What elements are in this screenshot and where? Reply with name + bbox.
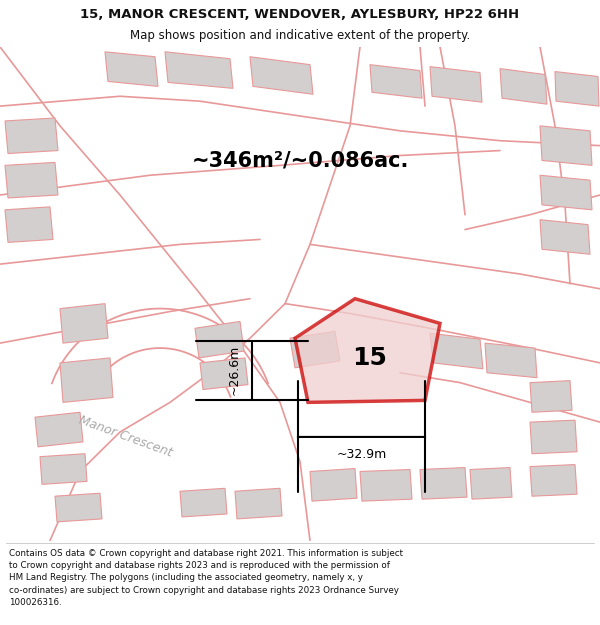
Polygon shape [530,420,577,454]
Polygon shape [200,358,248,389]
Polygon shape [250,57,313,94]
Text: ~26.6m: ~26.6m [227,345,241,396]
Polygon shape [60,304,108,343]
Polygon shape [360,469,412,501]
Polygon shape [370,64,422,98]
Polygon shape [165,52,233,88]
Polygon shape [430,333,483,369]
Polygon shape [470,468,512,499]
Polygon shape [295,299,440,402]
Text: 15, MANOR CRESCENT, WENDOVER, AYLESBURY, HP22 6HH: 15, MANOR CRESCENT, WENDOVER, AYLESBURY,… [80,8,520,21]
Text: 15: 15 [352,346,387,369]
Polygon shape [530,464,577,496]
Polygon shape [235,488,282,519]
Polygon shape [40,454,87,484]
Text: Manor Crescent: Manor Crescent [76,414,173,460]
Polygon shape [485,343,537,377]
Polygon shape [5,207,53,242]
Polygon shape [540,126,592,166]
Text: ~32.9m: ~32.9m [337,448,386,461]
Polygon shape [180,488,227,517]
Polygon shape [430,67,482,102]
Polygon shape [555,71,599,106]
Text: Map shows position and indicative extent of the property.: Map shows position and indicative extent… [130,29,470,42]
Polygon shape [530,381,572,412]
Polygon shape [105,52,158,86]
Polygon shape [420,468,467,499]
Polygon shape [5,118,58,154]
Text: Contains OS data © Crown copyright and database right 2021. This information is : Contains OS data © Crown copyright and d… [9,549,403,607]
Polygon shape [35,412,83,447]
Polygon shape [5,162,58,198]
Polygon shape [195,321,244,358]
Polygon shape [310,469,357,501]
Polygon shape [540,219,590,254]
Polygon shape [500,69,547,104]
Text: ~346m²/~0.086ac.: ~346m²/~0.086ac. [191,151,409,171]
Polygon shape [290,331,340,367]
Polygon shape [540,175,592,210]
Polygon shape [60,358,113,402]
Polygon shape [55,493,102,522]
